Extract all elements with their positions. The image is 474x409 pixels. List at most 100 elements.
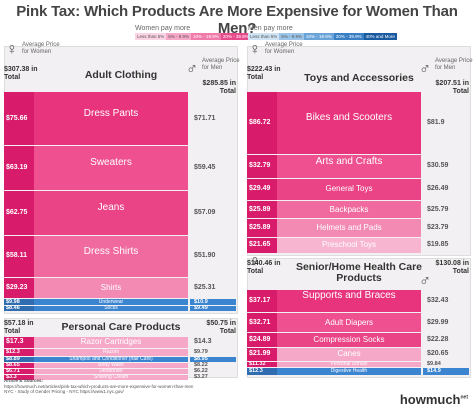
category-bar-3 [277, 200, 421, 219]
category-bar-1 [34, 146, 188, 191]
women-value-1: $63.19 [6, 164, 28, 172]
women-value-0: $86.72 [249, 119, 271, 126]
category-label-0: Razor Cartridges [80, 337, 142, 346]
women-value-2: $24.89 [249, 335, 271, 343]
male-symbol-icon: ♂ [186, 61, 198, 78]
category-bar-3 [277, 348, 421, 361]
legend-men-bin-2: 10% - 19.9% [304, 33, 334, 40]
women-value-4: $25.89 [249, 224, 271, 232]
men-value-1: $30.59 [427, 162, 449, 170]
legend-men-label: Men pay more [248, 25, 293, 32]
category-bar-6 [34, 305, 188, 311]
category-bar-5 [34, 298, 188, 305]
men-value-1: $9.79 [194, 348, 208, 355]
women-value-5: $3.3 [6, 374, 17, 381]
footer-source-2: NYC - Study of Gender Pricing - NYC http… [4, 389, 124, 394]
category-bar-4 [34, 369, 188, 375]
category-label-5: Underwear [98, 298, 124, 305]
category-bar-0 [34, 92, 188, 146]
legend-women-bin-2: 10% - 19.9% [191, 33, 221, 40]
men-value-3: $51.90 [194, 252, 216, 260]
female-symbol-icon: ♀ [6, 41, 18, 58]
category-bar-3 [34, 363, 188, 369]
chart-title-0: Adult Clothing [84, 69, 158, 81]
category-bar-0 [34, 337, 188, 348]
women-value-bg-1 [247, 312, 277, 332]
category-bar-1 [277, 312, 421, 332]
category-label-3: Dress Shirts [83, 245, 139, 257]
men-value-2: $22.28 [427, 335, 449, 343]
women-value-bg-5 [4, 298, 34, 305]
category-label-4: Personal Urinals [330, 361, 368, 367]
women-value-1: $32.79 [249, 162, 271, 170]
men-value-1: $29.99 [427, 318, 449, 326]
women-value-3: $8.65 [6, 362, 20, 369]
category-bar-1 [277, 155, 421, 179]
category-label-4: Deodorant [99, 369, 123, 375]
women-value-bg-2 [247, 179, 277, 200]
men-value-2: $57.09 [194, 209, 216, 217]
women-value-bg-6 [4, 305, 34, 311]
women-value-2: $8.89 [6, 356, 20, 363]
male-symbol-icon: ♂ [419, 61, 431, 78]
women-price-label: Average Price for Women [265, 42, 303, 55]
women-total-1: $222.43 in Total [247, 66, 281, 81]
legend-men-bin-1: 5% - 9.9% [279, 33, 305, 40]
chart-title-3: Senior/Home Health Care Products [295, 261, 423, 284]
category-label-5: Preschool Toys [321, 240, 377, 250]
footer-source-1: https://howmuch.net/articles/pink-tax-wh… [4, 383, 194, 389]
page-title: Pink Tax: Which Products Are More Expens… [16, 3, 458, 37]
women-value-bg-0 [247, 290, 277, 312]
category-label-0: Bikes and Scooters [305, 112, 393, 124]
women-value-5: $21.65 [249, 241, 271, 249]
men-value-4: $9.84 [427, 360, 441, 367]
female-symbol-icon: ♀ [249, 253, 261, 270]
chart-title-2: Personal Care Products [61, 321, 181, 333]
logo-text: howmuch [399, 392, 461, 407]
men-value-3: $25.79 [427, 205, 449, 213]
legend-men-bin-4: 40% and More [363, 33, 397, 40]
howmuch-logo: howmuchnet [400, 392, 468, 407]
category-bar-5 [277, 368, 421, 375]
male-symbol-icon: ♂ [419, 273, 431, 290]
category-label-4: Shirts [100, 282, 122, 292]
men-value-1: $59.45 [194, 164, 216, 172]
category-label-2: Jeans [97, 202, 125, 214]
women-value-bg-3 [247, 348, 277, 361]
women-value-3: $21.99 [249, 350, 271, 358]
women-value-bg-4 [247, 219, 277, 238]
men-value-5: $10.9 [190, 298, 236, 305]
category-bar-3 [34, 236, 188, 277]
category-label-5: Shaving Cream [93, 375, 129, 381]
women-total-0: $307.38 in Total [4, 66, 38, 81]
women-value-bg-1 [247, 155, 277, 179]
women-value-bg-2 [4, 191, 34, 236]
women-value-3: $25.89 [249, 205, 271, 213]
women-value-1: $32.71 [249, 318, 271, 326]
legend-women-bin-0: Less than 5% [135, 33, 167, 40]
footer: Article & Sources: https://howmuch.net/a… [4, 378, 193, 395]
men-total-2: $50.75 in Total [206, 320, 236, 335]
women-total-3: $140.46 in Total [247, 260, 281, 275]
women-value-0: $37.17 [249, 297, 271, 304]
women-value-bg-5 [4, 375, 34, 381]
women-value-bg-3 [4, 363, 34, 369]
women-value-bg-0 [4, 92, 34, 146]
men-total-3: $130.08 in Total [435, 260, 469, 275]
men-value-5: $19.85 [427, 241, 449, 249]
women-value-bg-1 [4, 348, 34, 357]
women-value-4: $6.71 [6, 368, 20, 375]
women-value-5: $12.3 [249, 368, 263, 375]
women-value-5: $9.98 [6, 298, 20, 305]
men-price-label: Average Price for Men [202, 58, 240, 71]
category-label-3: Canes [337, 349, 361, 359]
chart-title-1: Toys and Accessories [304, 72, 414, 84]
category-bar-5 [277, 238, 421, 253]
legend-men-scale: Less than 5% 5% - 9.9% 10% - 19.9% 20% - 39… [248, 33, 397, 40]
category-label-1: Arts and Crafts [315, 155, 383, 167]
legend-men: Men pay more Less than 5% 5% - 9.9% 10% - … [248, 25, 397, 40]
category-bar-2 [277, 332, 421, 348]
category-label-2: Compression Socks [313, 334, 385, 344]
category-label-0: Dress Pants [83, 107, 139, 119]
women-value-bg-1 [4, 146, 34, 191]
